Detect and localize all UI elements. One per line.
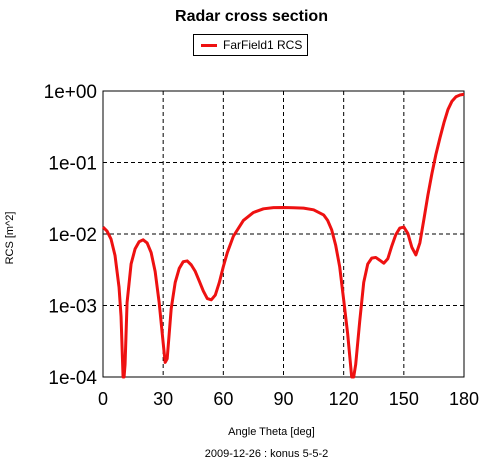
- x-tick-label: 150: [389, 389, 419, 409]
- footer-note: 2009-12-26 : konus 5-5-2: [204, 448, 329, 460]
- chart-title: Radar cross section: [175, 8, 328, 25]
- legend: FarField1 RCS: [193, 34, 308, 56]
- y-tick-label: 1e-01: [48, 154, 97, 175]
- x-tick-label: 0: [98, 389, 108, 409]
- series-line: [101, 92, 465, 379]
- y-tick-labels: 1e+00 1e-01 1e-02 1e-03 1e-04: [44, 82, 98, 389]
- x-tick-labels: 0 30 60 90 120 150 180: [98, 389, 479, 409]
- y-tick-label: 1e-04: [48, 368, 97, 389]
- legend-swatch: [201, 44, 217, 47]
- x-axis-label: Angle Theta [deg]: [228, 426, 315, 438]
- x-tick-label: 60: [213, 389, 233, 409]
- y-tick-label: 1e+00: [44, 82, 97, 103]
- x-tick-label: 90: [273, 389, 293, 409]
- plot-area-border: [102, 90, 465, 378]
- x-tick-label: 180: [449, 389, 479, 409]
- x-tick-label: 30: [153, 389, 173, 409]
- series-layer: [101, 92, 465, 379]
- grid-lines: [103, 91, 464, 377]
- x-tick-label: 120: [329, 389, 359, 409]
- y-tick-label: 1e-03: [48, 297, 97, 318]
- y-tick-label: 1e-02: [48, 225, 97, 246]
- legend-label: FarField1 RCS: [223, 38, 303, 52]
